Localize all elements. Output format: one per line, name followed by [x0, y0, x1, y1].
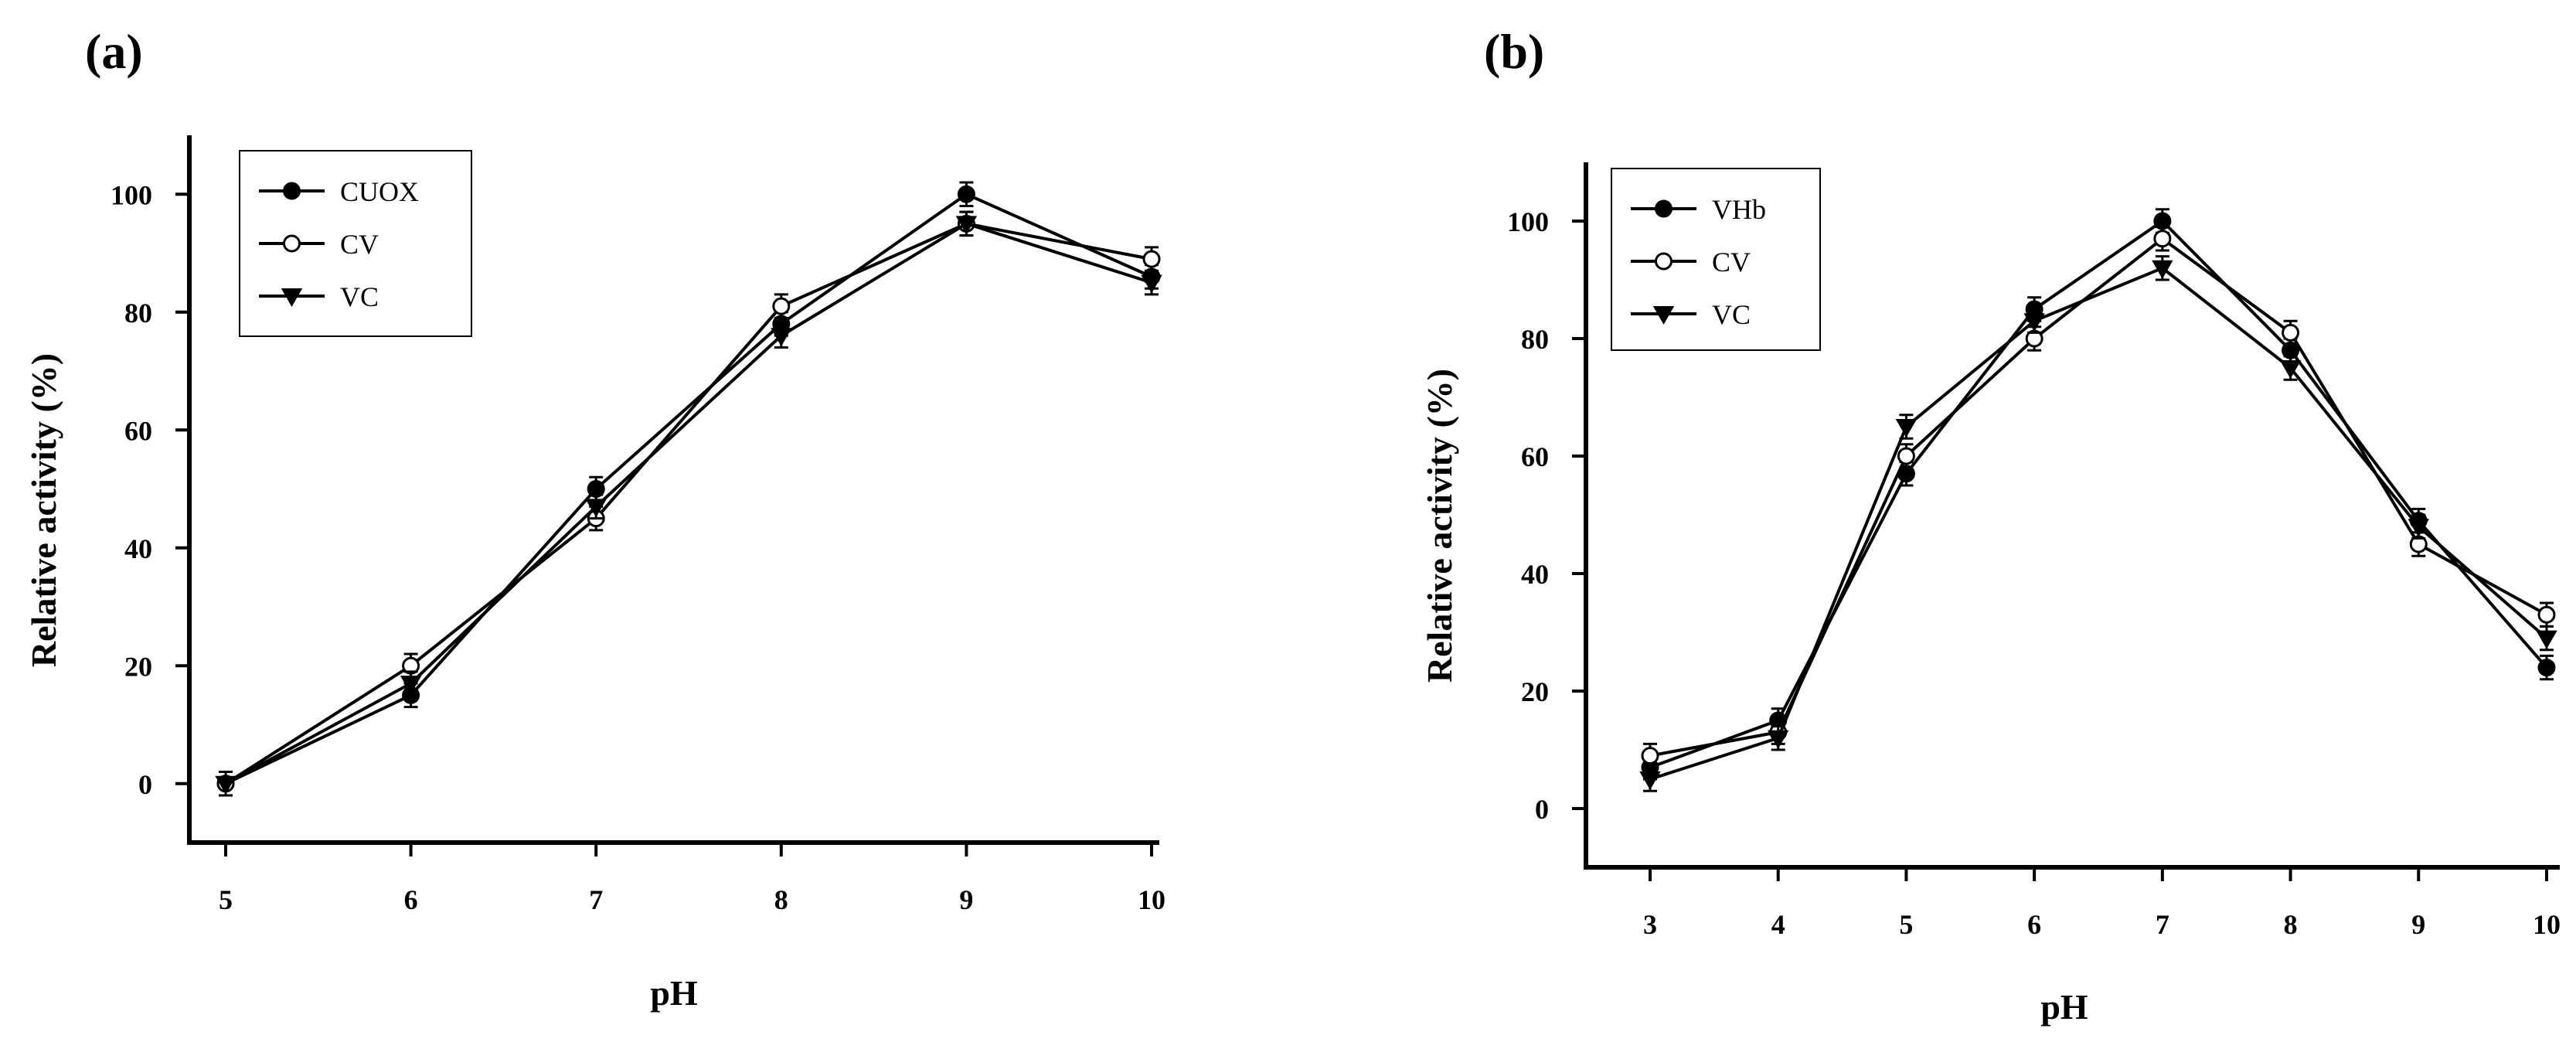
panel-b-point — [2282, 323, 2300, 342]
panel-a-x-tick-label: 9 — [959, 884, 973, 915]
panel-b-y-tick-label: 60 — [1521, 441, 1549, 472]
panel-a-ylabel: Relative activity (%) — [24, 353, 63, 667]
panel-b-label: (b) — [1484, 24, 1544, 79]
panel-b-point — [1641, 747, 1659, 765]
panel-b-y-tick-label: 0 — [1535, 794, 1549, 825]
panel-a-xlabel: pH — [650, 973, 698, 1013]
panel-a-y-tick-label: 20 — [124, 651, 152, 682]
panel-a-x-tick-label: 10 — [1138, 884, 1165, 915]
panel-b-x-tick-label: 5 — [1899, 909, 1913, 940]
panel-b-y-tick-label: 100 — [1507, 206, 1549, 237]
panel-a-legend-marker — [283, 182, 301, 200]
panel-b-x-tick-label: 9 — [2411, 909, 2425, 940]
panel-b-y-tick-label: 80 — [1521, 324, 1549, 355]
panel-a-x-tick-label: 5 — [219, 884, 233, 915]
panel-b-x-tick-label: 6 — [2027, 909, 2041, 940]
panel-a-legend: CUOX CV VC — [239, 150, 472, 337]
panel-a-label: (a) — [85, 24, 143, 79]
panel-b-point — [1639, 771, 1661, 791]
panel-b-x-tick-label: 3 — [1643, 909, 1657, 940]
panel-a-series-vc — [215, 210, 1162, 797]
panel-b-point — [1895, 419, 1918, 438]
panel-b-legend-label: VHb — [1712, 194, 1766, 225]
panel-b-ylabel: Relative activity (%) — [1420, 369, 1459, 683]
panel-b-legend-label: CV — [1712, 247, 1751, 278]
panel-a-point — [400, 676, 422, 695]
panel-b-point — [2279, 360, 2302, 380]
panel-b-y-tick-label: 20 — [1521, 676, 1549, 707]
panel-a-legend-label: VC — [340, 281, 379, 312]
panel-a: (a) pH Relative activity (%) 0 20 40 60 80 10… — [24, 24, 1165, 1013]
panel-b-legend-marker — [1655, 252, 1673, 271]
panel-b: (b) pH Relative activity (%) 0 20 40 60 80 10… — [1420, 24, 2561, 1027]
panel-a-y-tick-label: 100 — [111, 179, 152, 210]
panel-a-series-line — [225, 222, 1152, 785]
panel-a-point — [1141, 274, 1162, 294]
panel-b-point — [2152, 260, 2173, 279]
panel-a-x-tick-label: 7 — [589, 884, 603, 915]
panel-b-point — [1767, 730, 1789, 749]
panel-a-series-line — [225, 192, 1152, 785]
panel-b-point — [1897, 447, 1915, 465]
panel-a-y-tick-label: 60 — [124, 415, 152, 446]
panel-b-point — [2537, 605, 2556, 624]
panel-b-x-tick-label: 10 — [2533, 909, 2561, 940]
panel-a-point — [585, 499, 607, 518]
panel-a-legend-label: CV — [340, 229, 379, 260]
panel-b-legend-marker — [1652, 306, 1675, 325]
panel-b-point — [2536, 630, 2557, 649]
panel-a-point — [771, 328, 792, 347]
panel-b-x-tick-label: 7 — [2156, 909, 2169, 940]
panel-a-y-tick-label: 40 — [124, 533, 152, 564]
panel-a-y-tick-label: 0 — [138, 769, 152, 800]
panel-b-series-line — [1649, 219, 2548, 769]
panel-a-point — [957, 185, 975, 203]
panel-a-point — [772, 297, 791, 315]
panel-b-legend: VHb CV VC — [1611, 168, 1821, 351]
panel-b-series-vc — [1639, 255, 2557, 792]
panel-a-point — [955, 216, 978, 235]
panel-a-point — [1142, 250, 1161, 268]
panel-b-legend-label: VC — [1712, 299, 1751, 330]
panel-a-y-tick-label: 80 — [124, 298, 152, 329]
panel-b-point — [2537, 659, 2556, 677]
panel-b-point — [2023, 313, 2045, 332]
panel-a-series-line — [224, 222, 1152, 785]
panel-b-point — [2153, 230, 2172, 248]
panel-a-legend-label: CUOX — [340, 176, 419, 207]
panel-b-xlabel: pH — [2040, 987, 2088, 1027]
panel-a-legend-marker — [281, 288, 303, 308]
panel-b-legend-box — [1611, 168, 1821, 351]
panel-a-legend-marker — [283, 234, 301, 253]
panel-b-x-tick-label: 4 — [1771, 909, 1785, 940]
panel-b-legend-marker — [1655, 199, 1673, 218]
panel-b-y-tick-label: 40 — [1521, 559, 1549, 590]
panel-b-series-line — [1649, 266, 2548, 781]
panel-a-x-tick-label: 8 — [774, 884, 788, 915]
panel-a-x-tick-label: 6 — [404, 884, 418, 915]
panel-b-point — [2408, 519, 2430, 538]
panel-a-point — [215, 775, 237, 795]
panel-b-x-tick-label: 8 — [2284, 909, 2298, 940]
